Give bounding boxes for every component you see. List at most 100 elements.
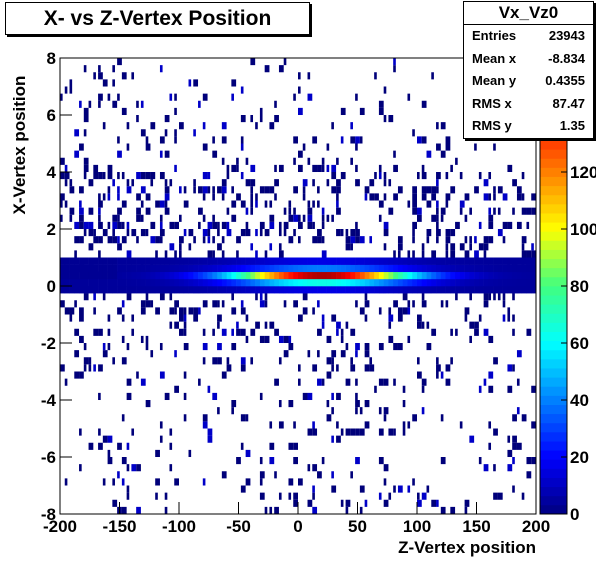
heatmap-bin bbox=[79, 236, 84, 244]
heatmap-bin bbox=[497, 257, 503, 265]
heatmap-bin bbox=[421, 136, 427, 144]
heatmap-bin bbox=[412, 200, 417, 208]
heatmap-bin bbox=[136, 278, 142, 287]
heatmap-bin bbox=[483, 464, 489, 472]
heatmap-bin bbox=[169, 442, 173, 450]
heatmap-bin bbox=[140, 257, 146, 265]
heatmap-bin bbox=[426, 264, 432, 273]
heatmap-bin bbox=[521, 264, 527, 273]
heatmap-bin bbox=[488, 421, 492, 429]
heatmap-bin bbox=[412, 414, 417, 422]
heatmap-bin bbox=[93, 293, 96, 301]
heatmap-bin bbox=[240, 357, 246, 365]
heatmap-bin bbox=[302, 214, 306, 222]
heatmap-bin bbox=[136, 464, 141, 472]
heatmap-bin bbox=[412, 186, 417, 194]
heatmap-bin bbox=[512, 485, 515, 493]
heatmap-bin bbox=[140, 307, 146, 315]
heatmap-bin bbox=[174, 264, 180, 273]
heatmap-bin bbox=[355, 179, 360, 187]
stats-label: Entries bbox=[472, 28, 517, 43]
heatmap-bin bbox=[407, 485, 411, 493]
heatmap-bin bbox=[231, 264, 237, 273]
heatmap-bin bbox=[83, 229, 87, 237]
heatmap-bin bbox=[378, 428, 384, 436]
heatmap-bin bbox=[516, 221, 522, 230]
heatmap-bin bbox=[117, 193, 120, 201]
heatmap-bin bbox=[207, 428, 213, 436]
heatmap-bin bbox=[440, 257, 446, 265]
heatmap-bin bbox=[464, 193, 470, 201]
heatmap-bin bbox=[512, 457, 515, 465]
heatmap-bin bbox=[188, 278, 194, 287]
heatmap-bin bbox=[274, 164, 277, 173]
heatmap-bin bbox=[355, 278, 361, 287]
heatmap-bin bbox=[312, 278, 318, 287]
heatmap-bin bbox=[393, 343, 398, 351]
heatmap-bin bbox=[488, 293, 492, 301]
colorbar-step bbox=[540, 450, 567, 460]
heatmap-bin bbox=[450, 286, 456, 294]
stats-row-mean-x: Mean x -8.834 bbox=[464, 48, 593, 71]
heatmap-bin bbox=[159, 271, 166, 280]
heatmap-bin bbox=[250, 200, 254, 208]
heatmap-bin bbox=[117, 243, 122, 251]
heatmap-bin bbox=[159, 200, 165, 208]
heatmap-bin bbox=[483, 257, 489, 265]
heatmap-bin bbox=[274, 271, 280, 280]
heatmap-bin bbox=[312, 286, 318, 294]
heatmap-bin bbox=[159, 136, 165, 144]
heatmap-bin bbox=[188, 271, 194, 280]
heatmap-bin bbox=[340, 428, 344, 436]
heatmap-bin bbox=[512, 435, 517, 443]
heatmap-bin bbox=[217, 243, 222, 251]
heatmap-bin bbox=[126, 179, 130, 187]
heatmap-bin bbox=[193, 257, 199, 265]
heatmap-bin bbox=[169, 257, 175, 265]
heatmap-bin bbox=[426, 286, 432, 294]
heatmap-bin bbox=[221, 236, 225, 244]
y-tick-label: 2 bbox=[47, 220, 56, 239]
heatmap-bin bbox=[307, 264, 313, 273]
heatmap-bin bbox=[436, 257, 442, 265]
heatmap-bin bbox=[240, 307, 246, 315]
heatmap-bin bbox=[302, 186, 306, 194]
heatmap-bin bbox=[159, 221, 163, 230]
heatmap-bin bbox=[302, 264, 308, 273]
heatmap-bin bbox=[60, 193, 65, 201]
heatmap-bin bbox=[445, 172, 449, 180]
colorbar-step bbox=[540, 459, 567, 469]
heatmap-bin bbox=[374, 264, 380, 273]
heatmap-bin bbox=[274, 179, 279, 187]
heatmap-bin bbox=[107, 221, 111, 230]
x-tick-label: -150 bbox=[102, 517, 136, 536]
heatmap-bin bbox=[126, 392, 132, 401]
heatmap-bin bbox=[445, 364, 451, 372]
heatmap-bin bbox=[450, 250, 456, 258]
heatmap-bin bbox=[64, 86, 68, 94]
heatmap-bin bbox=[60, 300, 65, 308]
heatmap-bin bbox=[117, 257, 123, 265]
heatmap-bin bbox=[212, 278, 218, 287]
heatmap-bin bbox=[231, 286, 237, 294]
heatmap-bin bbox=[264, 335, 270, 344]
heatmap-bin bbox=[269, 321, 275, 329]
heatmap-bin bbox=[117, 186, 120, 194]
heatmap-bin bbox=[121, 314, 125, 322]
heatmap-bin bbox=[388, 271, 394, 280]
heatmap-bin bbox=[283, 264, 289, 273]
heatmap-bin bbox=[74, 221, 80, 230]
heatmap-bin bbox=[378, 264, 384, 273]
heatmap-bin bbox=[321, 214, 325, 222]
heatmap-bin bbox=[355, 350, 358, 358]
heatmap-bin bbox=[359, 107, 365, 116]
heatmap-bin bbox=[79, 428, 82, 436]
heatmap-bin bbox=[231, 186, 234, 194]
heatmap-bin bbox=[483, 378, 487, 386]
heatmap-bin bbox=[93, 364, 96, 372]
x-tick-label: -100 bbox=[162, 517, 196, 536]
heatmap-bin bbox=[345, 378, 351, 386]
heatmap-bin bbox=[212, 286, 218, 294]
heatmap-bin bbox=[302, 271, 308, 280]
heatmap-bin bbox=[164, 271, 170, 280]
